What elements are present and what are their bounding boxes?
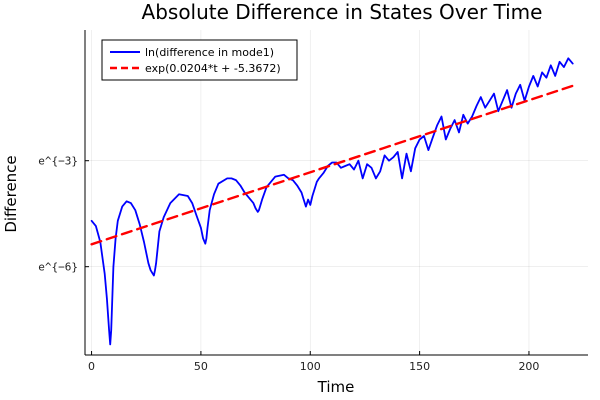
- series-layer: [90, 57, 574, 346]
- axes: [84, 30, 588, 356]
- y-axis-label: Difference: [2, 155, 20, 232]
- legend: ln(difference in mode1) exp(0.0204*t + -…: [101, 39, 298, 81]
- series-line-1: [90, 57, 574, 346]
- x-tick-label: 50: [194, 360, 208, 373]
- y-tick-label: e^{−6}: [38, 261, 78, 274]
- x-tick-labels: 0 50 100 150 200: [88, 360, 539, 373]
- legend-label-series-1: ln(difference in mode1): [145, 46, 274, 59]
- x-tick-label: 100: [300, 360, 321, 373]
- x-axis-label: Time: [317, 378, 355, 396]
- x-tick-label: 200: [518, 360, 539, 373]
- y-tick-labels: e^{−3} e^{−6}: [38, 155, 78, 274]
- y-tick-label: e^{−3}: [38, 155, 78, 168]
- x-tick-label: 150: [409, 360, 430, 373]
- grid-lines: [85, 30, 588, 355]
- legend-box: [101, 39, 298, 81]
- series-line-2: [90, 84, 574, 246]
- chart-title: Absolute Difference in States Over Time: [142, 0, 543, 24]
- legend-label-series-2: exp(0.0204*t + -5.3672): [145, 62, 281, 75]
- x-tick-label: 0: [88, 360, 95, 373]
